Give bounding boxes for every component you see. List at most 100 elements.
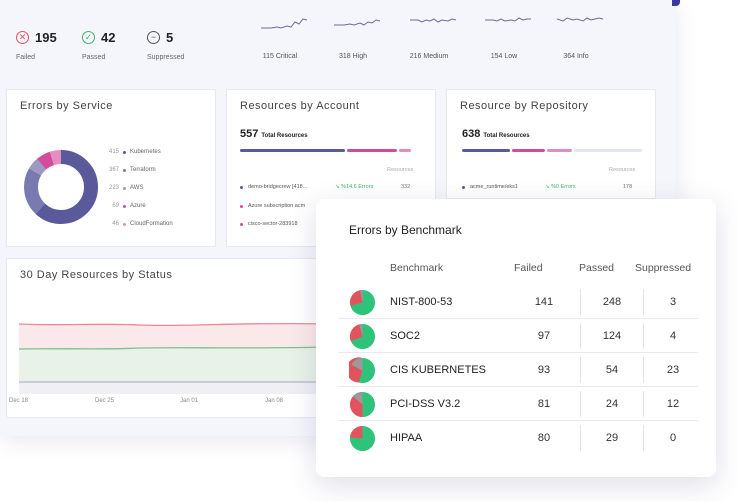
failed-value: 93 bbox=[537, 364, 551, 376]
passed-value: 24 bbox=[605, 398, 619, 410]
resource-by-repository-card: Resource by Repository 638 Total Resource… bbox=[446, 89, 656, 199]
x-axis-label: Jan 01 bbox=[180, 398, 199, 404]
failed-value: 97 bbox=[537, 330, 551, 342]
passed-value: 248 bbox=[602, 296, 622, 308]
benchmark-name: SOC2 bbox=[390, 330, 420, 342]
column-label: Resources bbox=[609, 167, 636, 173]
failed-value: 80 bbox=[537, 432, 551, 444]
repository-row[interactable]: acme_runtime/eks1 bbox=[462, 184, 518, 190]
bar-segment bbox=[547, 149, 572, 152]
passed-label: Passed bbox=[82, 54, 106, 61]
divider bbox=[643, 289, 644, 315]
benchmark-pie-icon bbox=[349, 425, 376, 452]
benchmark-pie-icon bbox=[349, 391, 376, 418]
divider bbox=[580, 391, 581, 417]
failed-value: 81 bbox=[537, 398, 551, 410]
benchmark-row[interactable]: NIST-800-53 141 248 3 bbox=[338, 285, 698, 319]
medium-label: 216 Medium bbox=[409, 53, 449, 60]
divider bbox=[580, 289, 581, 315]
benchmark-name: PCI-DSS V3.2 bbox=[390, 398, 461, 410]
suppressed-value: 4 bbox=[669, 330, 677, 342]
benchmark-pie-icon bbox=[349, 323, 376, 350]
legend-item: 46 CloudFormation bbox=[112, 221, 173, 227]
suppressed-stat[interactable]: − 5 bbox=[147, 30, 173, 45]
legend-item: 69 Azure bbox=[112, 203, 146, 209]
divider bbox=[580, 425, 581, 451]
corner-accent bbox=[672, 0, 680, 6]
info-label: 364 Info bbox=[563, 53, 589, 60]
divider bbox=[643, 323, 644, 349]
x-circle-icon: ✕ bbox=[16, 31, 29, 44]
check-circle-icon: ✓ bbox=[82, 31, 95, 44]
passed-count: 42 bbox=[101, 30, 116, 45]
bar-segment bbox=[574, 149, 642, 152]
passed-stat[interactable]: ✓ 42 bbox=[82, 30, 115, 45]
resource-count: 178 bbox=[623, 184, 633, 190]
bar-segment bbox=[512, 149, 545, 152]
benchmark-row[interactable]: CIS KUBERNETES 93 54 23 bbox=[338, 353, 698, 387]
card-title: Errors by Benchmark bbox=[349, 223, 462, 237]
benchmark-row[interactable]: PCI-DSS V3.2 81 24 12 bbox=[338, 387, 698, 421]
service-donut-chart[interactable] bbox=[21, 147, 101, 227]
column-header-benchmark[interactable]: Benchmark bbox=[390, 262, 444, 274]
column-header-suppressed[interactable]: Suppressed bbox=[635, 262, 692, 274]
benchmark-row[interactable]: HIPAA 80 29 0 bbox=[338, 421, 698, 455]
bar-segment bbox=[240, 149, 345, 152]
info-sparkline bbox=[557, 17, 603, 22]
errors-trend: ↘ %0 Errors bbox=[545, 184, 576, 190]
suppressed-value: 0 bbox=[669, 432, 677, 444]
column-header-passed[interactable]: Passed bbox=[579, 262, 615, 274]
suppressed-count: 5 bbox=[166, 30, 174, 45]
benchmark-name: NIST-800-53 bbox=[390, 296, 453, 308]
account-row[interactable]: Azure subscription acm bbox=[240, 203, 305, 209]
passed-value: 29 bbox=[605, 432, 619, 444]
passed-value: 54 bbox=[605, 364, 619, 376]
high-sparkline bbox=[334, 19, 380, 26]
errors-by-service-card: Errors by Service 415 Kubernetes 367 Terra… bbox=[6, 89, 216, 247]
card-title: Resource by Repository bbox=[460, 100, 589, 112]
divider bbox=[643, 425, 644, 451]
account-row[interactable]: cisco-sector-283918 bbox=[240, 221, 298, 227]
benchmark-row[interactable]: SOC2 97 124 4 bbox=[338, 319, 698, 353]
errors-trend: ↘ %14.6 Errors bbox=[335, 184, 374, 190]
x-axis-label: Jan 08 bbox=[265, 398, 284, 404]
divider bbox=[580, 323, 581, 349]
passed-value: 124 bbox=[602, 330, 622, 342]
suppressed-value: 3 bbox=[669, 296, 677, 308]
failed-label: Failed bbox=[16, 54, 36, 61]
suppressed-value: 12 bbox=[666, 398, 680, 410]
benchmark-pie-icon bbox=[349, 289, 376, 316]
medium-sparkline bbox=[410, 18, 456, 23]
card-title: Resources by Account bbox=[240, 100, 360, 112]
column-header-failed[interactable]: Failed bbox=[514, 262, 543, 274]
divider bbox=[643, 357, 644, 383]
bar-segment bbox=[347, 149, 397, 152]
total-resources: 557 Total Resources bbox=[240, 128, 308, 140]
status-chart-card: 30 Day Resources by Status bbox=[6, 258, 327, 418]
low-sparkline bbox=[485, 17, 531, 22]
errors-by-benchmark-card: Errors by Benchmark Benchmark Failed Pas… bbox=[316, 199, 716, 477]
x-axis-label: Dec 25 bbox=[95, 398, 115, 404]
failed-count: 195 bbox=[35, 30, 57, 45]
legend-item: 367 Terraform bbox=[108, 167, 156, 173]
resource-count: 332 bbox=[401, 184, 411, 190]
critical-label: 115 Critical bbox=[262, 53, 298, 60]
high-label: 318 High bbox=[338, 53, 368, 60]
failed-stat[interactable]: ✕ 195 bbox=[16, 30, 57, 45]
bar-segment bbox=[399, 149, 411, 152]
status-area-chart[interactable] bbox=[19, 314, 327, 394]
failed-value: 141 bbox=[534, 296, 554, 308]
column-label: Resources bbox=[387, 167, 414, 173]
account-row[interactable]: demo-bridgecrew [418... bbox=[240, 184, 307, 190]
suppressed-label: Suppressed bbox=[147, 54, 185, 61]
bar-segment bbox=[462, 149, 510, 152]
card-title: Errors by Service bbox=[20, 100, 113, 112]
x-axis-label: Dec 18 bbox=[9, 398, 29, 404]
divider bbox=[580, 357, 581, 383]
benchmark-name: HIPAA bbox=[390, 432, 423, 444]
low-label: 154 Low bbox=[490, 53, 518, 60]
total-resources: 638 Total Resources bbox=[462, 128, 530, 140]
divider bbox=[643, 391, 644, 417]
minus-circle-icon: − bbox=[147, 31, 160, 44]
legend-item: 415 Kubernetes bbox=[108, 149, 161, 155]
